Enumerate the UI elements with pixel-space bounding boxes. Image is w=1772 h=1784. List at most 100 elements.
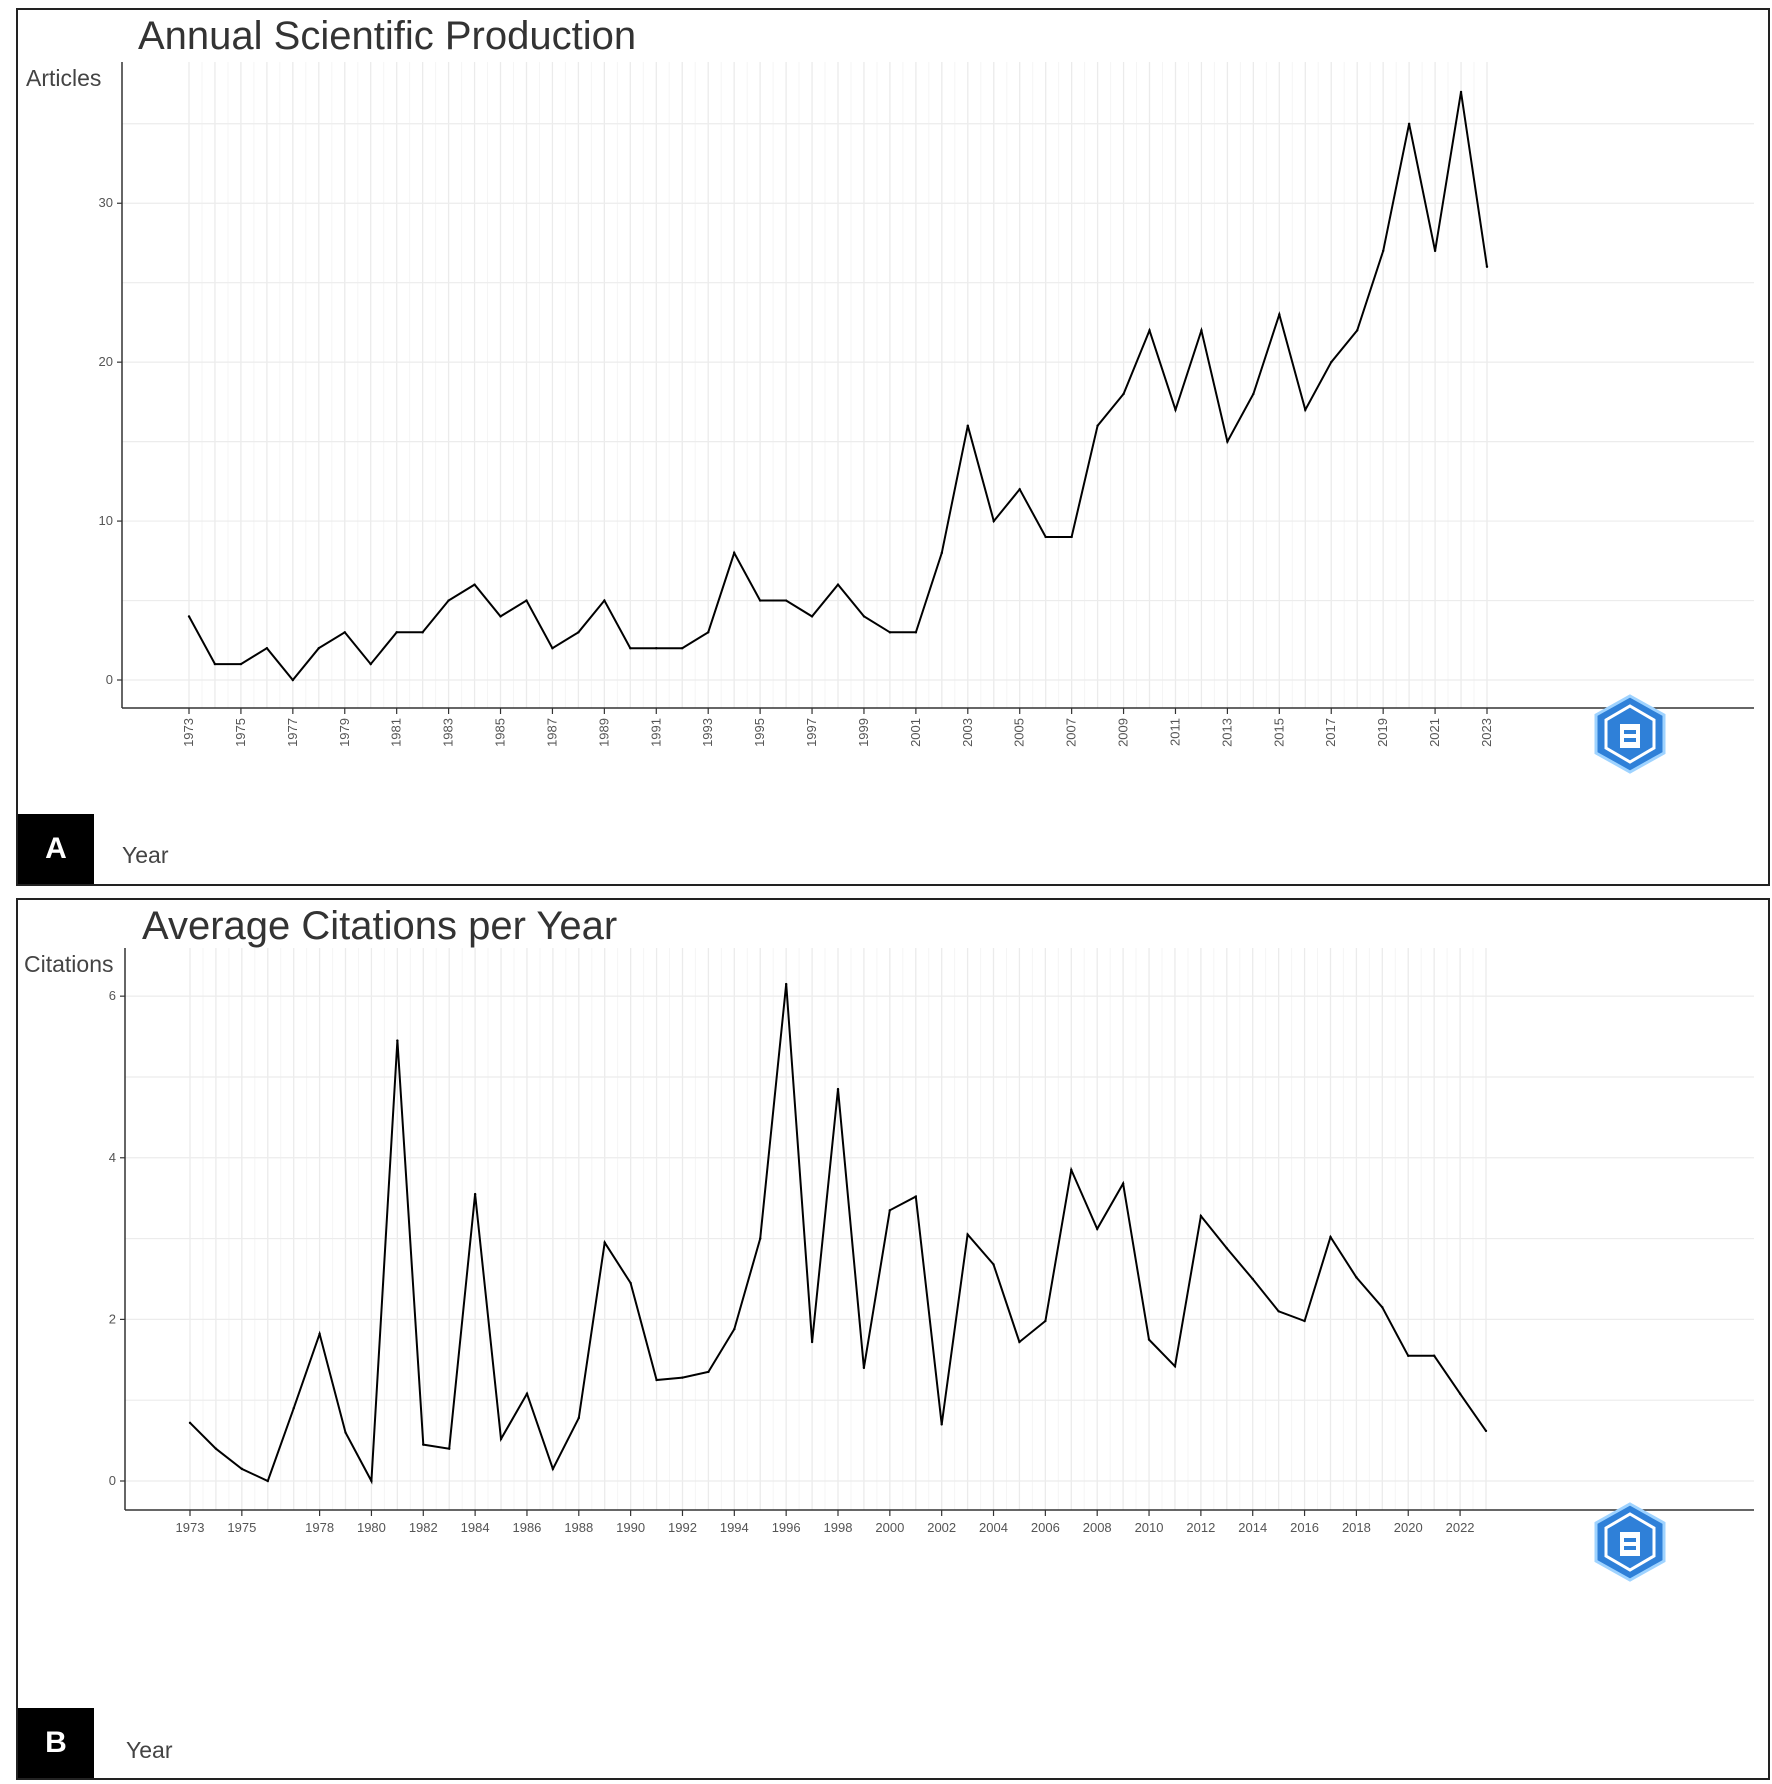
chart-a-xtick-label: 1973 [181, 718, 196, 747]
chart-b-xtick-label: 1975 [227, 1520, 256, 1535]
chart-b-plot: 0 2 4 6 1973 1975 1978 1980 1982 1984 1986 1988 1990… [109, 948, 1754, 1535]
chart-b-xtick-label: 2016 [1290, 1520, 1319, 1535]
chart-b-xtick-label: 1988 [564, 1520, 593, 1535]
chart-b-xtick-label: 2004 [979, 1520, 1008, 1535]
chart-a-data-point [395, 631, 398, 634]
chart-b-data-point [473, 1192, 477, 1196]
chart-b-data-point [188, 1421, 192, 1425]
chart-b-data-point [1121, 1182, 1125, 1185]
chart-a-ylabel: Articles [26, 65, 102, 91]
chart-b-ytick-label: 4 [109, 1150, 116, 1165]
chart-b-title: Average Citations per Year [142, 904, 618, 948]
chart-b-xtick-label: 1996 [772, 1520, 801, 1535]
chart-a-data-point [291, 678, 295, 682]
panel-b-tag: B [18, 1708, 94, 1778]
chart-b-data-point [836, 1087, 840, 1091]
chart-a-data-point [1407, 122, 1411, 125]
chart-a-data-point [1200, 329, 1203, 332]
chart-a-xlabel: Year [122, 842, 169, 868]
chart-b-data-point [344, 1431, 347, 1434]
chart-b-data-point [1484, 1429, 1488, 1433]
chart-a-data-point [655, 647, 658, 650]
chart-a-xtick-label: 1997 [804, 718, 819, 747]
chart-b-xtick-label: 1973 [176, 1520, 205, 1535]
chart-a-xtick-label: 2005 [1012, 718, 1027, 747]
chart-b-xtick-label: 2010 [1135, 1520, 1164, 1535]
chart-b-xtick-label: 2000 [875, 1520, 904, 1535]
chart-a-xtick-label: 2019 [1375, 718, 1390, 747]
chart-b-xtick-label: 2002 [927, 1520, 956, 1535]
chart-a-data-point [758, 599, 762, 602]
chart-a-xtick-label: 2007 [1064, 718, 1079, 747]
chart-b-data-point [1277, 1310, 1280, 1313]
chart-a-data-point [213, 662, 217, 666]
bibliometrix-logo-icon [1594, 1502, 1666, 1582]
chart-b-data-point [1407, 1354, 1410, 1357]
chart-a-xtick-label: 1999 [856, 718, 871, 747]
chart-b-xtick-label: 1986 [512, 1520, 541, 1535]
chart-a-data-point [369, 662, 372, 666]
chart-a-xtick-label: 1993 [700, 718, 715, 747]
chart-b-data-point [1303, 1319, 1306, 1323]
chart-b-data-point [499, 1437, 503, 1441]
chart-a-data-point [1433, 249, 1437, 253]
chart-a-xtick-label: 2011 [1167, 718, 1182, 746]
chart-a-data-point [1304, 408, 1307, 412]
chart-b-xtick-label: 1982 [409, 1520, 438, 1535]
chart-b-xtick-label: 1990 [616, 1520, 645, 1535]
chart-a-data-point [447, 599, 450, 602]
chart-a-data-point [317, 647, 320, 650]
bibliometrix-logo-icon [1594, 694, 1666, 774]
chart-a-xtick-label: 1995 [752, 718, 767, 747]
chart-a-data-point [603, 599, 606, 602]
chart-a-data-point [1044, 535, 1047, 539]
chart-a-data-point [629, 647, 632, 650]
chart-b-xtick-label: 1994 [720, 1520, 749, 1535]
chart-a-data-point [836, 583, 840, 586]
chart-a-data-point [888, 631, 892, 634]
chart-b-xtick-label: 2020 [1394, 1520, 1423, 1535]
chart-a-data-point [1330, 360, 1333, 364]
chart-b-data-point [422, 1443, 425, 1446]
chart-b-data-point [862, 1366, 866, 1370]
chart-b-data-point [1147, 1338, 1151, 1341]
chart-a-data-point [421, 631, 424, 634]
chart-a-data-point [940, 551, 944, 555]
chart-b-data-point [448, 1447, 451, 1450]
chart-b-data-point [214, 1447, 218, 1450]
chart-b-data-point [1018, 1340, 1021, 1344]
chart-a-xtick-label: 1983 [441, 718, 456, 747]
chart-a-xtick-label: 1979 [337, 718, 352, 747]
chart-b-data-point [784, 982, 788, 986]
chart-b-xlabel: Year [126, 1737, 173, 1763]
chart-a-xtick-label: 1989 [596, 718, 611, 747]
chart-a-xtick-label: 2003 [960, 718, 975, 747]
chart-b-xtick-label: 2008 [1083, 1520, 1112, 1535]
chart-b-data-point [1096, 1227, 1099, 1231]
chart-b-data-point [551, 1467, 555, 1471]
chart-b-xtick-label: 1992 [668, 1520, 697, 1535]
chart-b-data-point [1251, 1277, 1254, 1281]
chart-b-data-point [240, 1467, 244, 1471]
chart-a-ytick-label: 0 [106, 672, 113, 687]
chart-a-data-point [992, 519, 995, 523]
chart-a-data-point [1356, 329, 1359, 332]
chart-a-data-point [1018, 488, 1021, 491]
chart-b-data-point [1432, 1354, 1436, 1357]
chart-a-data-point [1278, 313, 1281, 316]
chart-a-data-point [1070, 535, 1073, 539]
chart-b-data-point [318, 1332, 321, 1336]
chart-b-data-point [733, 1327, 736, 1331]
chart-b-data-point [914, 1195, 917, 1198]
chart-a-data-point [239, 662, 243, 666]
chart-b-data-point [525, 1392, 529, 1395]
chart-a-data-point [914, 631, 918, 634]
chart-b-data-point [1199, 1214, 1203, 1218]
chart-a-xtick-label: 2023 [1479, 718, 1494, 747]
chart-b-xtick-label: 2014 [1238, 1520, 1267, 1535]
chart-a-data-point [265, 647, 269, 650]
chart-a-data-point [1174, 408, 1177, 412]
chart-a-data-point [343, 631, 346, 634]
chart-b-data-point [1381, 1306, 1384, 1309]
chart-a-data-point [525, 599, 528, 602]
